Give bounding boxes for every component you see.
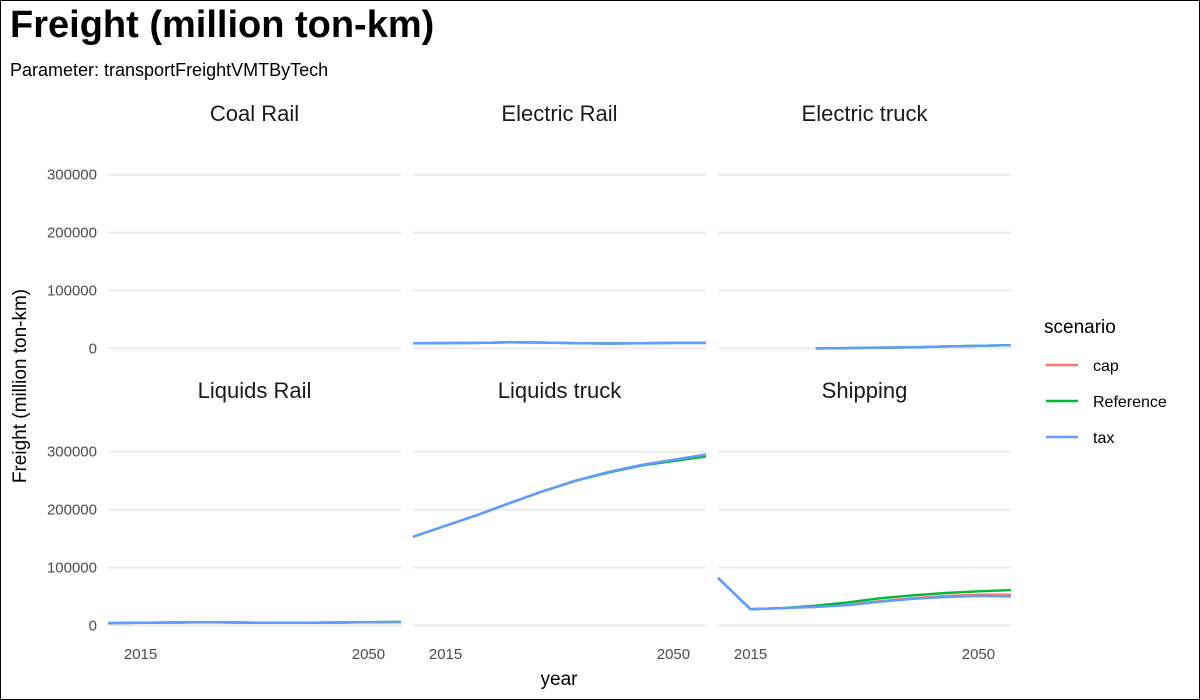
legend-label-cap: cap [1093, 358, 1119, 375]
chart-title: Freight (million ton-km) [10, 4, 435, 46]
x-axis-title: year [541, 669, 579, 690]
series-line-reference-liquids-truck [412, 455, 707, 538]
y-tick-label: 300000 [47, 167, 97, 184]
x-tick-label: 2050 [657, 646, 690, 663]
y-tick-label: 200000 [47, 225, 97, 242]
y-tick-label: 300000 [47, 444, 97, 461]
panel-title-liquids-truck: Liquids truck [498, 378, 623, 403]
x-tick-label: 2050 [962, 646, 995, 663]
legend-label-tax: tax [1093, 430, 1114, 447]
y-tick-label: 100000 [47, 560, 97, 577]
panel-title-liquids-rail: Liquids Rail [198, 378, 312, 403]
y-tick-label: 0 [89, 340, 97, 357]
panel-title-shipping: Shipping [822, 378, 908, 403]
legend-title: scenario [1044, 317, 1116, 338]
chart-subtitle: Parameter: transportFreightVMTByTech [10, 60, 329, 80]
series-line-cap-liquids-truck [412, 453, 707, 538]
panel-title-coal-rail: Coal Rail [210, 101, 299, 126]
panel-title-electric-rail: Electric Rail [501, 101, 617, 126]
legend-label-reference: Reference [1093, 394, 1167, 411]
y-tick-label: 200000 [47, 502, 97, 519]
x-tick-label: 2015 [124, 646, 157, 663]
series-line-tax-shipping [717, 577, 1012, 611]
y-tick-label: 100000 [47, 283, 97, 300]
x-tick-label: 2015 [734, 646, 767, 663]
series-line-tax-electric-truck [815, 344, 1012, 350]
x-tick-label: 2015 [429, 646, 462, 663]
x-tick-label: 2050 [352, 646, 385, 663]
series-line-tax-electric-rail [412, 341, 706, 345]
series-line-tax-liquids-rail [107, 620, 402, 625]
y-tick-label: 0 [89, 617, 97, 634]
series-line-tax-liquids-truck [412, 453, 707, 538]
y-axis-title: Freight (million ton-km) [10, 289, 31, 483]
panel-title-electric-truck: Electric truck [802, 101, 929, 126]
